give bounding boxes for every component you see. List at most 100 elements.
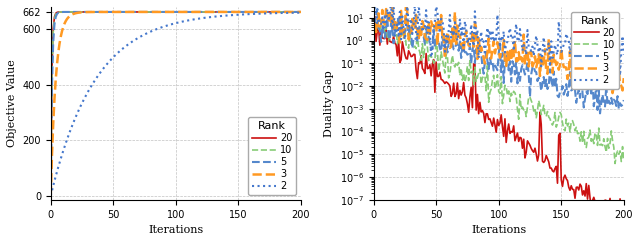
10	[69, 10, 77, 13]
2	[462, 27, 470, 30]
3	[47, 194, 54, 197]
Legend: 20, 10, 5, 3, 2: 20, 10, 5, 3, 2	[248, 117, 296, 195]
Y-axis label: Duality Gap: Duality Gap	[324, 70, 334, 137]
3	[600, 79, 607, 82]
3	[234, 10, 242, 13]
2	[476, 42, 484, 45]
3	[152, 10, 159, 13]
10	[277, 10, 285, 13]
2	[182, 19, 189, 22]
2	[47, 194, 54, 197]
5	[48, 85, 56, 88]
5	[394, 23, 401, 26]
20	[615, 219, 623, 222]
10	[620, 159, 628, 162]
10	[91, 10, 99, 13]
Line: 2: 2	[51, 13, 301, 196]
3	[462, 30, 470, 32]
20	[371, 15, 379, 18]
Line: 20: 20	[374, 16, 624, 220]
5	[596, 112, 604, 115]
3	[620, 77, 628, 80]
10	[297, 10, 305, 13]
5	[601, 105, 609, 108]
3	[277, 10, 285, 13]
10	[374, 21, 381, 23]
5	[620, 99, 628, 102]
3	[371, 20, 379, 23]
2	[48, 189, 56, 192]
5	[506, 60, 514, 62]
2	[276, 12, 284, 15]
2	[69, 121, 77, 124]
Line: 5: 5	[51, 12, 301, 196]
20	[461, 94, 468, 97]
5	[47, 194, 54, 197]
20	[140, 10, 147, 13]
10	[476, 68, 484, 71]
20	[277, 10, 285, 13]
3	[48, 153, 56, 156]
10	[183, 10, 191, 13]
20	[598, 201, 606, 204]
Line: 2: 2	[374, 2, 624, 76]
5	[462, 51, 470, 54]
2	[600, 45, 607, 47]
3	[370, 30, 378, 33]
20	[297, 10, 305, 13]
3	[506, 47, 514, 50]
10	[506, 100, 514, 103]
2	[394, 21, 401, 23]
20	[620, 199, 628, 202]
3	[392, 18, 400, 21]
10	[611, 162, 619, 165]
20	[153, 10, 161, 13]
3	[69, 13, 77, 15]
Line: 5: 5	[374, 9, 624, 113]
5	[140, 10, 147, 13]
2	[297, 11, 305, 14]
3	[403, 0, 410, 3]
2	[616, 74, 624, 77]
20	[392, 43, 400, 46]
2	[620, 53, 628, 56]
X-axis label: Iterations: Iterations	[471, 225, 526, 235]
X-axis label: Iterations: Iterations	[148, 225, 204, 235]
5	[371, 21, 379, 23]
10	[48, 72, 56, 75]
20	[183, 10, 191, 13]
20	[48, 66, 56, 69]
10	[462, 75, 470, 78]
5	[374, 8, 381, 10]
2	[506, 27, 514, 30]
5	[476, 48, 484, 51]
10	[153, 10, 161, 13]
5	[99, 10, 107, 13]
3	[297, 10, 305, 13]
2	[371, 0, 379, 3]
10	[394, 42, 401, 45]
20	[475, 112, 483, 115]
20	[505, 122, 513, 125]
20	[69, 10, 77, 13]
20	[87, 10, 95, 13]
5	[370, 24, 378, 27]
10	[140, 10, 147, 13]
Line: 10: 10	[51, 12, 301, 196]
Y-axis label: Objective Value: Objective Value	[7, 60, 17, 147]
Line: 3: 3	[374, 2, 624, 93]
Line: 3: 3	[51, 12, 301, 196]
Line: 20: 20	[51, 12, 301, 196]
5	[277, 10, 285, 13]
3	[138, 10, 146, 13]
Legend: 20, 10, 5, 3, 2: 20, 10, 5, 3, 2	[571, 12, 619, 89]
2	[370, 36, 378, 38]
5	[153, 10, 161, 13]
3	[609, 92, 616, 95]
10	[47, 194, 54, 197]
5	[183, 10, 191, 13]
2	[372, 13, 380, 15]
2	[138, 34, 146, 37]
10	[370, 29, 378, 32]
20	[47, 194, 54, 197]
